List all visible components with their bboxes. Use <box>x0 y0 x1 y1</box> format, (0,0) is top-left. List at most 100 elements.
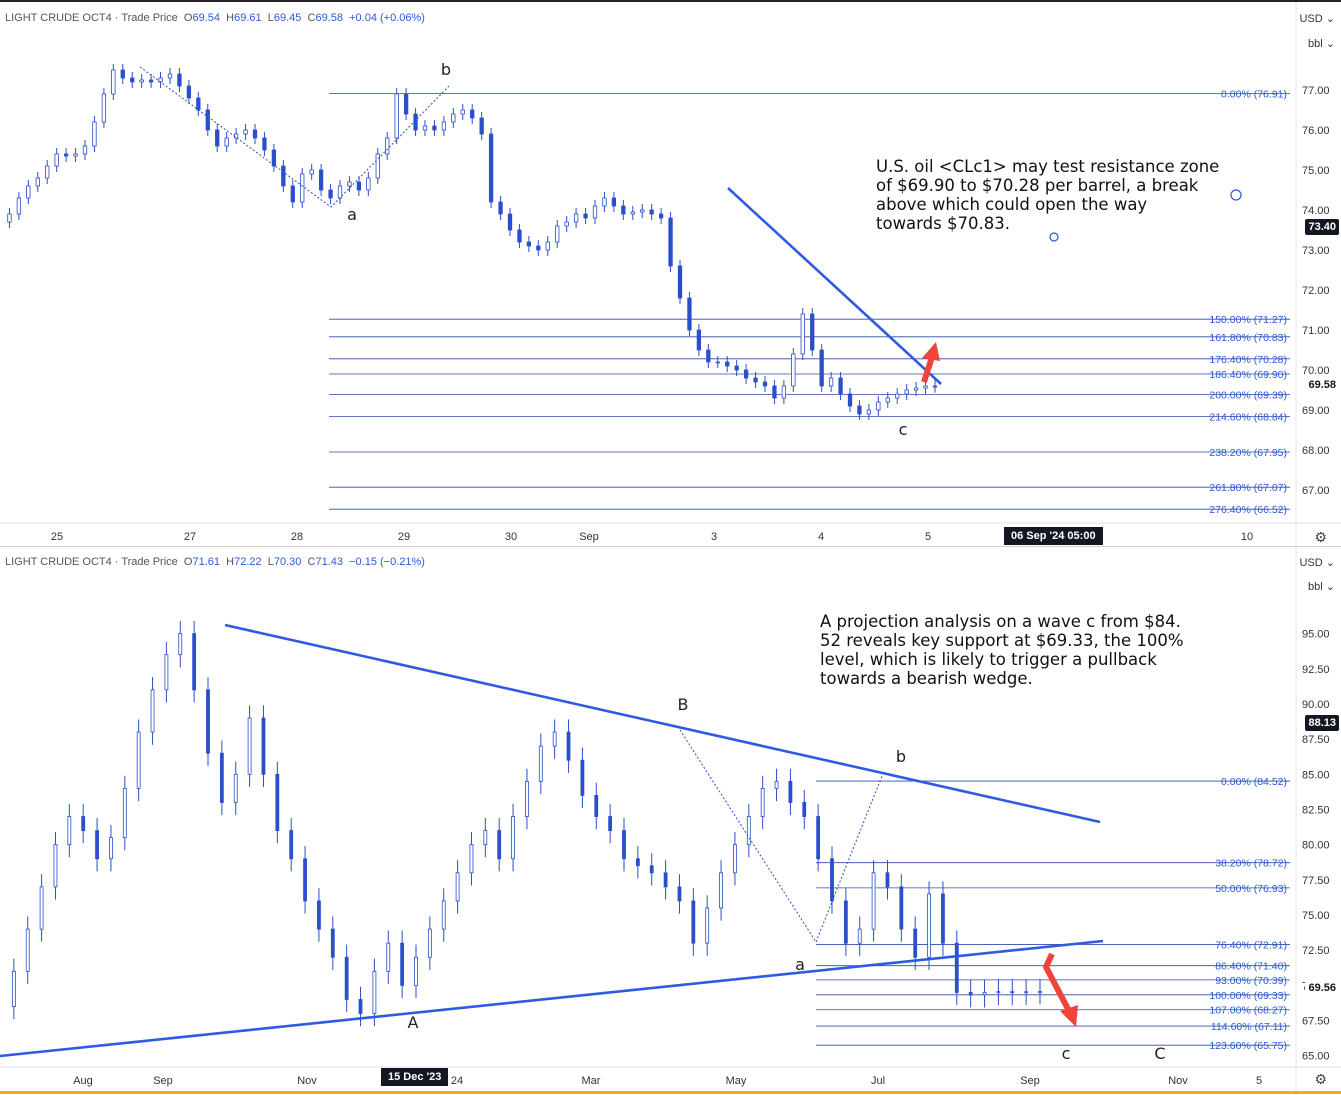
wave-label: c <box>1062 1044 1071 1063</box>
candle-body <box>954 942 959 993</box>
fib-level-label: 50.00% (76.93) <box>1215 883 1287 895</box>
candle-body <box>45 165 50 179</box>
candle-body <box>451 113 456 123</box>
bearish-arrow-head <box>1060 1005 1078 1027</box>
fib-level-label: 38.20% (78.72) <box>1215 858 1287 870</box>
high-value: 69.61 <box>234 12 262 24</box>
candle-body <box>130 77 135 83</box>
candle-body <box>186 85 192 99</box>
gear-icon[interactable]: ⚙ <box>1314 1071 1327 1087</box>
chart-panel-top[interactable]: 77.00 76.00 75.00 74.00 73.00 72.00 71.00 70.00… <box>0 0 1341 548</box>
candle-body <box>622 830 626 860</box>
wave-path-dotted <box>139 66 450 208</box>
candle-body <box>774 780 779 789</box>
y-tick-label: 80.00 <box>1302 840 1330 852</box>
candle-body <box>25 928 30 972</box>
fib-level-label: 150.00% (71.27) <box>1209 314 1287 326</box>
wave-label: a <box>795 955 805 974</box>
y-tick-label: 73.00 <box>1302 245 1330 257</box>
candle-body <box>11 970 16 1007</box>
wave-label: b <box>896 747 906 766</box>
candle-body <box>261 717 266 775</box>
candle-body <box>26 185 31 199</box>
crosshair-time-label: 06 Sep '24 05:00 <box>1004 527 1103 545</box>
candle-body <box>497 830 502 860</box>
currency-select[interactable]: USD ⌄ <box>1299 556 1335 569</box>
candle-body <box>178 633 183 656</box>
candle-body <box>164 654 169 691</box>
candle-body <box>566 731 571 761</box>
low-label: L <box>267 12 274 24</box>
candle-body <box>317 900 321 930</box>
y-tick-label: 71.00 <box>1302 325 1330 337</box>
wave-path-dotted <box>679 729 883 944</box>
candle-body <box>344 956 349 1000</box>
candle-body <box>746 816 751 846</box>
candle-body <box>483 830 488 846</box>
candle-body <box>885 872 890 888</box>
unit-select[interactable]: bbl ⌄ <box>1308 37 1335 50</box>
y-tick-label: 82.50 <box>1302 804 1330 816</box>
change-value: +0.04 (+0.06%) <box>349 12 425 24</box>
unit-label: bbl <box>1308 581 1323 593</box>
high-value: 72.22 <box>234 556 262 568</box>
candle-body <box>802 802 807 817</box>
candle-body <box>271 149 277 167</box>
candle-body <box>148 79 154 83</box>
candle-body <box>219 752 224 803</box>
gear-icon[interactable]: ⚙ <box>1314 529 1327 545</box>
y-tick-label: 92.50 <box>1302 664 1330 676</box>
candle-body <box>413 113 418 131</box>
fib-level-label: 261.80% (67.07) <box>1209 482 1287 494</box>
candle-body <box>35 177 40 187</box>
candle-body <box>385 137 390 155</box>
candle-body <box>927 893 931 958</box>
x-tick-label: 27 <box>184 531 196 543</box>
candle-body <box>455 872 460 902</box>
candle-body <box>92 121 97 147</box>
candle-body <box>289 830 294 860</box>
candle-body <box>706 349 711 363</box>
x-tick-label: Aug <box>73 1075 93 1087</box>
y-tick-label: 69.00 <box>1302 405 1330 417</box>
candle-body <box>923 385 928 389</box>
price-tag-marker: 88.13 <box>1305 715 1339 731</box>
candle-body <box>375 153 380 179</box>
x-tick-label: Mar <box>582 1075 601 1087</box>
fib-level-label: 276.40% (66.52) <box>1209 504 1287 516</box>
x-tick-label: 28 <box>291 531 303 543</box>
candle-body <box>932 385 938 388</box>
crosshair-time-label: 15 Dec '23 <box>381 1068 449 1086</box>
price-chart-top[interactable]: 77.00 76.00 75.00 74.00 73.00 72.00 71.00 70.00… <box>0 2 1341 548</box>
candle-body <box>39 886 44 930</box>
fib-level-label: 107.00% (68.27) <box>1209 1005 1287 1017</box>
y-tick-label: 87.50 <box>1302 734 1330 746</box>
fib-level-label: 123.60% (65.75) <box>1209 1040 1287 1052</box>
candle-body <box>552 731 557 747</box>
change-value: −0.15 (−0.21%) <box>349 556 425 568</box>
candle-body <box>913 387 919 391</box>
unit-select[interactable]: bbl ⌄ <box>1308 580 1335 593</box>
chart-header: LIGHT CRUDE OCT4 · Trade Price O69.54 H6… <box>5 12 425 24</box>
candle-body <box>205 109 210 131</box>
candle-body <box>262 137 267 151</box>
candle-body <box>573 213 579 223</box>
currency-select[interactable]: USD ⌄ <box>1299 12 1335 25</box>
y-tick-label: 72.50 <box>1302 945 1330 957</box>
wave-label: B <box>678 695 689 714</box>
candle-body <box>819 349 824 387</box>
chart-panel-bottom[interactable]: 95.00 92.50 90.00 87.50 85.00 82.50 80.00 77.50… <box>0 546 1341 1095</box>
candle-body <box>913 928 918 958</box>
wedge-upper-line <box>224 623 1101 824</box>
candle-body <box>871 872 876 930</box>
candle-body <box>192 633 197 691</box>
chart-header: LIGHT CRUDE OCT4 · Trade Price O71.61 H7… <box>5 556 425 568</box>
open-value: 69.54 <box>192 12 220 24</box>
low-value: 69.45 <box>273 12 302 24</box>
candle-body <box>275 773 280 831</box>
candle-body <box>885 397 890 403</box>
candle-body <box>816 816 821 860</box>
close-label: C <box>307 12 316 24</box>
x-tick-label: 5 <box>1256 1075 1262 1087</box>
fib-level-label: 0.00% (84.52) <box>1221 776 1287 788</box>
